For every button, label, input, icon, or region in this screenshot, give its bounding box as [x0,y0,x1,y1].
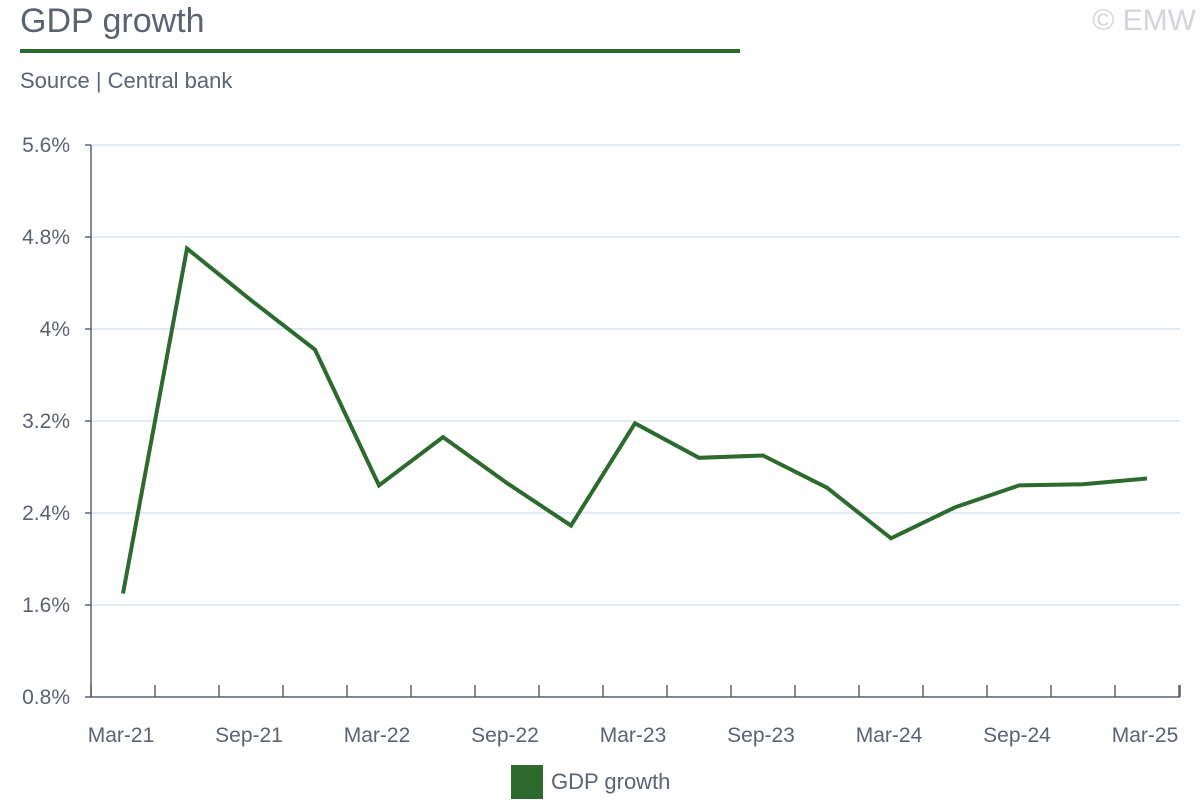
y-tick-label: 1.6% [22,594,70,617]
y-tick-label: 2.4% [22,502,70,525]
legend-swatch [511,765,543,799]
series-line-gdp-growth [121,244,1148,594]
title-underline [20,49,740,53]
y-tick-label: 3.2% [22,410,70,433]
x-tick-label: Mar-21 [88,724,155,747]
x-tick-label: Sep-24 [983,724,1051,747]
x-tick-label: Mar-22 [344,724,411,747]
x-tick-label: Sep-23 [727,724,795,747]
x-tick-label: Sep-21 [215,724,283,747]
y-tick-label: 0.8% [22,686,70,709]
copyright-watermark: © EMW [1092,4,1196,37]
legend: GDP growth [511,765,670,799]
chart-source: Source | Central bank [20,68,233,93]
legend-label: GDP growth [551,769,671,794]
x-tick-label: Sep-22 [471,724,539,747]
x-tick-label: Mar-23 [600,724,667,747]
x-tick-label: Mar-24 [856,724,923,747]
y-tick-label: 4.8% [22,226,70,249]
x-tick-label: Mar-25 [1112,724,1179,747]
y-tick-label: 5.6% [22,134,70,157]
chart-title: GDP growth [20,2,205,40]
y-tick-label: 4% [40,318,70,341]
